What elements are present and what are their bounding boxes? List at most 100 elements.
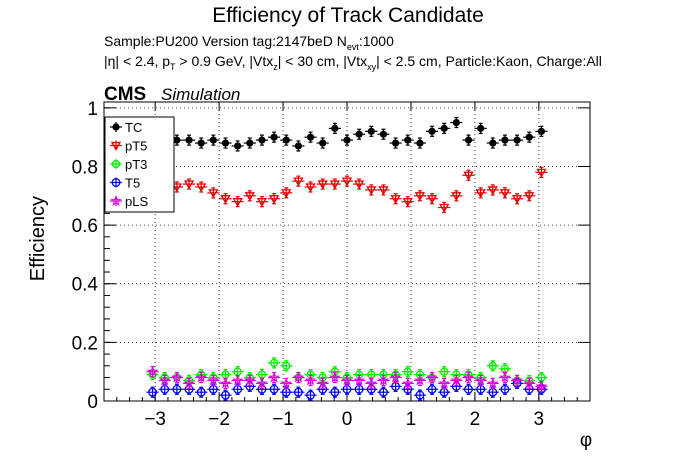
chart-title: Efficiency of Track Candidate [212,4,484,27]
marker [293,177,304,187]
data-point [425,125,439,137]
data-point [268,357,281,369]
marker [487,377,499,389]
data-point [182,178,196,190]
data-point [353,178,366,190]
marker [353,374,365,386]
x-axis-label: φ [580,430,592,451]
marker [220,195,231,205]
data-point [365,125,378,137]
y-tick-label: 0 [87,392,98,413]
data-point [280,377,293,390]
marker [414,374,426,386]
marker [280,377,292,389]
marker [390,195,401,205]
data-point [474,374,487,387]
marker [343,136,351,144]
marker [207,374,220,386]
y-tick-label: 0.6 [72,216,98,237]
marker [331,124,339,132]
data-point [292,140,305,152]
marker [183,377,195,389]
data-point [438,122,451,134]
marker [111,178,121,187]
data-point [498,134,512,146]
y-tick-label: 0.4 [72,275,99,296]
marker [196,387,206,397]
legend-label: pT5 [125,139,147,154]
marker [366,186,377,196]
data-point [401,134,414,146]
data-point [219,137,232,149]
marker [197,139,205,147]
marker [440,124,448,132]
data-point [511,374,524,387]
data-point [377,128,390,140]
data-point [425,193,439,205]
selection-cuts-line: |η| < 2.4, pT > 0.9 GeV, |Vtxz| < 30 cm,… [104,53,602,72]
data-point [438,366,451,378]
marker [256,198,268,207]
marker [221,139,230,147]
legend-item-pT5: pT5 [110,139,147,154]
marker [219,377,232,389]
marker [464,136,473,144]
data-point [535,125,548,137]
cut-text-pt: > 0.9 GeV, |Vtx [175,53,274,69]
marker [513,136,521,144]
marker [292,371,305,383]
data-point [255,196,269,208]
data-point [182,377,196,390]
marker [244,192,255,202]
x-tick-label: −3 [144,409,166,430]
data-point [535,380,548,392]
data-point [413,190,426,202]
data-point [340,175,354,187]
marker [355,130,363,138]
data-point [219,389,232,401]
data-point [231,196,244,208]
marker [304,374,317,386]
marker [379,130,388,138]
data-point [413,389,426,401]
marker [378,186,389,196]
data-point [268,383,281,395]
data-point [450,116,463,129]
data-point [486,184,499,196]
marker [462,371,475,383]
data-point [365,377,378,390]
data-point [268,131,281,143]
marker [159,374,171,386]
data-point [377,184,390,196]
marker [185,136,193,144]
data-point [425,383,439,395]
marker [148,387,158,397]
data-point [207,134,220,146]
x-tick-label: 0 [342,409,353,430]
sample-info-line: Sample:PU200 Version tag:2147beD Nevt:10… [104,33,394,52]
marker [536,168,547,178]
data-point [280,360,293,372]
marker [439,203,450,213]
marker [112,123,120,131]
y-axis-label: Efficiency [27,196,49,281]
data-point [377,374,390,387]
marker [268,371,280,383]
data-point [511,193,524,205]
data-point [353,128,366,140]
data-point [340,134,354,146]
x-tick-label: 1 [406,409,417,430]
marker [427,384,437,394]
cut-sub-t: T [170,61,176,72]
data-point [304,389,317,401]
data-point [292,371,305,384]
data-point [207,187,220,199]
marker [452,118,460,127]
sample-info-text: Sample:PU200 Version tag:2147beD N [104,33,347,49]
marker [414,192,426,202]
cut-sub-z: z [273,61,278,72]
marker [173,136,181,144]
sample-info-count: :1000 [358,33,394,49]
x-tick-label: −1 [272,409,294,430]
marker [196,183,207,193]
